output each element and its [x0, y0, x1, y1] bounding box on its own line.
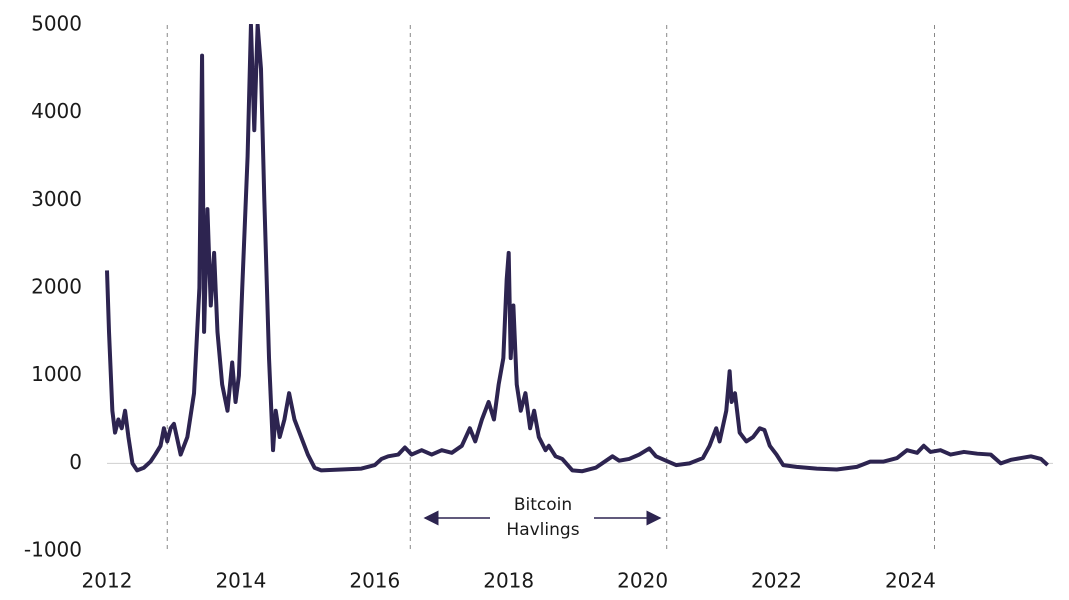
x-tick-label: 2022: [751, 569, 802, 593]
y-tick-label: 5000: [31, 12, 82, 36]
annotation: Bitcoin: [514, 495, 572, 515]
x-tick-label: 2020: [617, 569, 668, 593]
x-tick-label: 2016: [349, 569, 400, 593]
y-tick-label: 4000: [31, 99, 82, 123]
x-tick-label: 2018: [483, 569, 534, 593]
x-tick-label: 2014: [215, 569, 266, 593]
y-tick-label: 1000: [31, 362, 82, 386]
x-tick-label: 2024: [885, 569, 936, 593]
y-tick-label: -1000: [24, 538, 82, 562]
y-tick-label: 0: [69, 450, 82, 474]
y-tick-label: 2000: [31, 275, 82, 299]
series-line: [105, 24, 1049, 474]
plot-area: [105, 24, 1049, 474]
y-tick-label: 3000: [31, 187, 82, 211]
x-tick-label: 2012: [82, 569, 133, 593]
annotation: Havlings: [506, 520, 579, 540]
